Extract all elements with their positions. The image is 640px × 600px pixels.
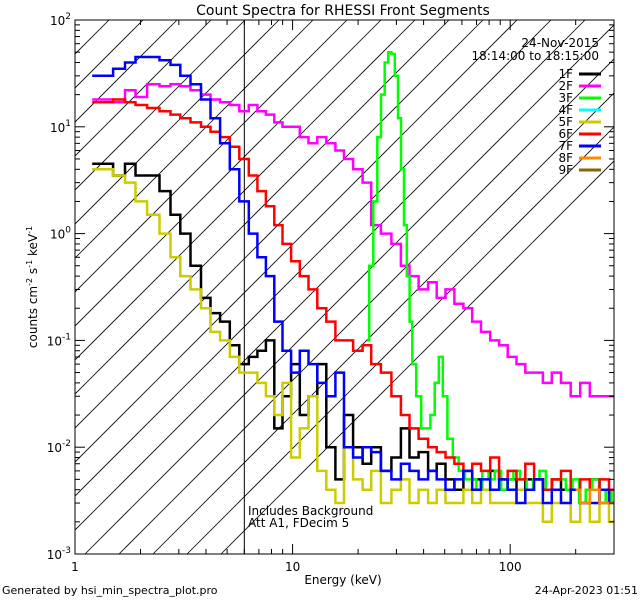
legend-label-2F: 2F (558, 79, 573, 93)
y-tick-base: 10 (47, 548, 62, 562)
time-range-label: 18:14:00 to 18:15:00 (472, 49, 599, 63)
hatch-line (75, 20, 348, 293)
footer-timestamp: 24-Apr-2023 01:51 (535, 584, 638, 597)
x-tick-label: 100 (499, 560, 522, 574)
x-axis-label: Energy (keV) (304, 573, 381, 587)
y-axis-label: counts cm-2 s-1 keV-1 (25, 226, 40, 348)
hatch-line (75, 20, 382, 327)
hatch-line (75, 20, 518, 463)
annotation-background: Includes Background (248, 504, 373, 518)
y-label-kev: keV (26, 233, 40, 260)
series-1F (92, 162, 614, 505)
y-tick-label: 10-1 (47, 332, 71, 348)
hatch-line (75, 20, 484, 429)
legend-label-3F: 3F (558, 91, 573, 105)
y-tick-label: 10-2 (47, 439, 71, 455)
y-tick-exponent: 1 (65, 119, 71, 129)
y-tick-exponent: 2 (65, 12, 71, 22)
y-tick-label: 100 (50, 226, 71, 242)
legend-label-4F: 4F (558, 103, 573, 117)
hatch-line (75, 20, 552, 497)
chart-title: Count Spectra for RHESSI Front Segments (196, 3, 490, 19)
y-tick-exponent: -1 (62, 332, 71, 342)
hatch-line (75, 20, 586, 531)
legend-label-9F: 9F (558, 163, 573, 177)
series-5F (92, 168, 614, 524)
y-label-counts: counts cm (26, 286, 40, 348)
y-label-exp-3: -1 (25, 226, 34, 234)
legend-label-7F: 7F (558, 139, 573, 153)
y-tick-label: 10-3 (47, 546, 71, 562)
y-tick-exponent: -3 (62, 546, 71, 556)
legend-label-8F: 8F (558, 151, 573, 165)
legend-label-5F: 5F (558, 115, 573, 129)
hatch-line (75, 20, 178, 123)
y-tick-base: 10 (47, 334, 62, 348)
y-tick-base: 10 (50, 14, 65, 28)
series-7F (92, 55, 614, 505)
x-tick-label: 10 (285, 560, 300, 574)
date-label: 24-Nov-2015 (521, 36, 599, 50)
legend-label-1F: 1F (558, 67, 573, 81)
hatch-line (75, 20, 314, 259)
hatch-line (118, 58, 614, 554)
hatch-line (75, 20, 212, 157)
series-2F (92, 83, 614, 398)
attenuator-hatch-region (75, 20, 614, 554)
y-tick-label: 101 (50, 119, 71, 135)
y-label-exp-2: -1 (25, 260, 34, 268)
series-6F (92, 98, 614, 491)
y-tick-exponent: 0 (65, 226, 71, 236)
y-tick-exponent: -2 (62, 439, 71, 449)
y-tick-base: 10 (50, 121, 65, 135)
hatch-line (75, 20, 416, 361)
y-label-s: s (26, 268, 40, 278)
hatch-line (75, 20, 280, 225)
y-tick-base: 10 (50, 228, 65, 242)
series-3F (367, 50, 614, 505)
hatch-line (84, 24, 614, 554)
hatch-line (75, 20, 450, 395)
annotation-attenuator: Att A1, FDecim 5 (248, 516, 349, 530)
x-tick-label: 1 (71, 560, 79, 574)
series-layer (92, 50, 614, 524)
legend-label-6F: 6F (558, 127, 573, 141)
footer-generated-by: Generated by hsi_min_spectra_plot.pro (2, 584, 218, 597)
y-label-exp-1: -2 (25, 278, 34, 286)
series-8F (575, 488, 614, 505)
hatch-line (186, 126, 614, 554)
hatch-line (220, 160, 614, 554)
axis-ticks (74, 19, 615, 555)
x-tick-labels: 1 10 100 (71, 560, 521, 574)
plot-frame (74, 19, 615, 555)
y-tick-base: 10 (47, 441, 62, 455)
y-tick-label: 102 (50, 12, 71, 28)
